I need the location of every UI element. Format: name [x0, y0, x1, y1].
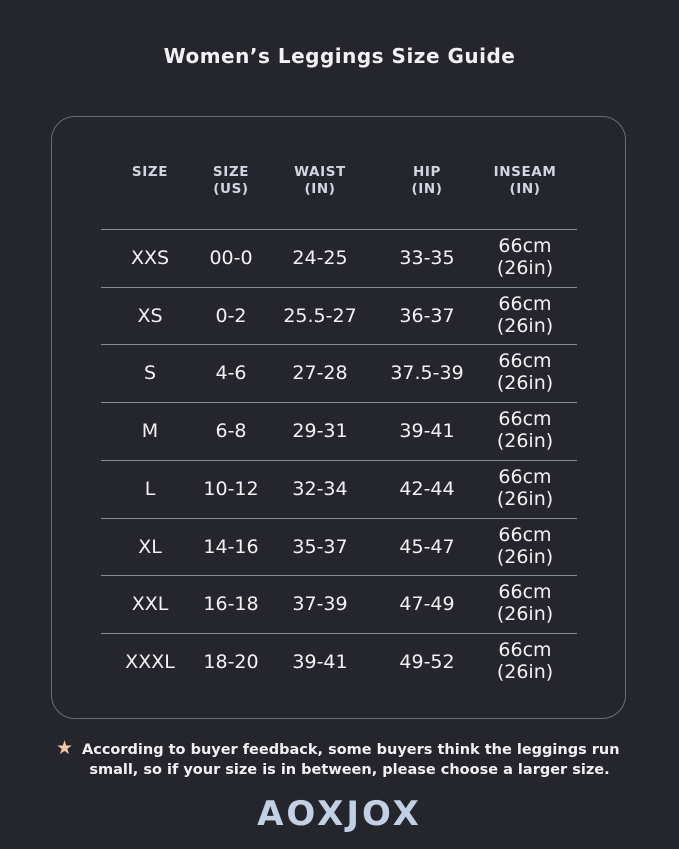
table-cell-inseam: 66cm (26in)	[497, 350, 553, 394]
inseam-text: (26in)	[496, 660, 554, 683]
inseam-text: (26in)	[496, 487, 554, 510]
inseam-text: 66cm	[498, 235, 552, 257]
inseam-text: (26in)	[496, 545, 554, 568]
inseam-text: (26in)	[496, 372, 554, 395]
brand-logo: AOXJOX	[257, 794, 422, 834]
table-cell-inseam: 66cm (26in)	[497, 639, 553, 683]
column-header-text: (US)	[213, 181, 249, 197]
table-cell: XL	[138, 535, 162, 558]
star-icon: ★	[56, 737, 74, 759]
note-line-1: According to buyer feedback, some buyers…	[82, 742, 620, 758]
table-cell: 37-39	[292, 593, 348, 616]
table-cell: 14-16	[203, 535, 259, 558]
row-divider	[101, 632, 577, 634]
table-cell-inseam: 66cm (26in)	[497, 293, 553, 337]
table-cell-inseam: 66cm (26in)	[497, 408, 553, 452]
table-cell: XXL	[131, 593, 169, 616]
row-divider	[101, 286, 577, 288]
table-cell: 4-6	[215, 362, 247, 385]
inseam-text: 66cm	[498, 292, 552, 315]
page-title: Women’s Leggings Size Guide	[163, 44, 516, 68]
column-header-text: INSEAM	[493, 164, 557, 180]
table-cell: 39-41	[399, 420, 455, 443]
table-cell: 42-44	[399, 477, 455, 500]
row-divider	[101, 229, 577, 230]
row-divider	[101, 402, 577, 404]
inseam-text: 66cm	[498, 581, 552, 604]
inseam-text: 66cm	[498, 523, 552, 546]
column-header: SIZE (US)	[213, 164, 249, 198]
table-cell: 36-37	[399, 304, 455, 327]
column-header: INSEAM (IN)	[494, 164, 557, 198]
table-cell: 37.5-39	[390, 362, 464, 385]
column-header-text: HIP	[412, 164, 441, 180]
table-cell-inseam: 66cm (26in)	[497, 466, 553, 510]
table-cell: 33-35	[399, 247, 455, 269]
column-header-text: SIZE	[131, 164, 169, 180]
column-header: HIP (IN)	[411, 164, 442, 198]
inseam-text: (26in)	[496, 314, 554, 337]
row-divider	[101, 344, 577, 346]
table-cell: 39-41	[292, 650, 348, 673]
table-cell-inseam: 66cm (26in)	[497, 524, 553, 568]
inseam-text: (26in)	[496, 430, 554, 453]
table-cell: 24-25	[292, 247, 348, 269]
row-divider	[101, 575, 577, 577]
table-cell-inseam: 66cm (26in)	[497, 581, 553, 625]
table-cell: 29-31	[292, 420, 348, 443]
inseam-text: 66cm	[498, 638, 552, 661]
table-cell: 47-49	[399, 593, 455, 616]
table-cell-inseam: 66cm (26in)	[497, 235, 553, 279]
table-cell: S	[143, 362, 157, 385]
row-divider	[101, 459, 577, 461]
note-line-2: small, so if your size is in between, pl…	[89, 762, 610, 778]
column-header-text: (IN)	[509, 181, 541, 197]
column-header: WAIST (IN)	[294, 164, 346, 198]
table-cell: XXS	[130, 247, 170, 269]
table-cell: 45-47	[399, 535, 455, 558]
table-cell: L	[144, 477, 156, 500]
table-cell: M	[141, 420, 159, 443]
inseam-text: 66cm	[498, 465, 552, 488]
table-cell: 00-0	[209, 247, 253, 269]
inseam-text: 66cm	[498, 408, 552, 431]
table-cell: 32-34	[292, 477, 348, 500]
row-divider	[101, 517, 577, 519]
table-cell: XS	[137, 304, 163, 327]
table-cell: 6-8	[215, 420, 247, 443]
table-cell: 49-52	[399, 650, 455, 673]
column-header-text: SIZE	[212, 164, 250, 180]
column-header-text: WAIST	[294, 164, 346, 180]
table-cell: 0-2	[215, 304, 247, 327]
column-header-text: (IN)	[304, 181, 336, 197]
size-table-frame	[51, 116, 626, 719]
inseam-text: (26in)	[496, 603, 554, 626]
column-header-text: (IN)	[411, 181, 443, 197]
table-cell: 18-20	[203, 650, 259, 673]
table-cell: 27-28	[292, 362, 348, 385]
table-cell: 25.5-27	[283, 304, 357, 327]
table-cell: 35-37	[292, 535, 348, 558]
inseam-text: (26in)	[496, 257, 554, 279]
column-header: SIZE	[132, 164, 168, 181]
inseam-text: 66cm	[498, 350, 552, 373]
table-cell: 16-18	[203, 593, 259, 616]
table-cell: XXXL	[125, 650, 175, 673]
table-cell: 10-12	[203, 477, 259, 500]
